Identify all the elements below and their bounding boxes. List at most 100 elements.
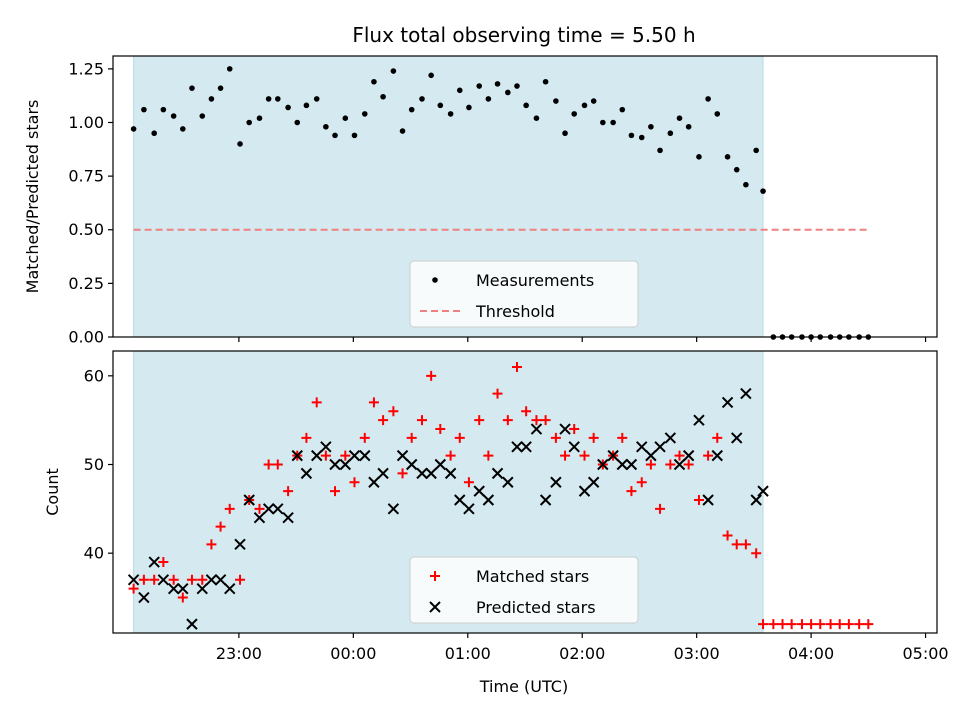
data-point bbox=[127, 574, 140, 586]
y-axis-label: Matched/Predicted stars bbox=[23, 100, 42, 294]
data-point bbox=[256, 115, 263, 122]
data-point bbox=[419, 96, 425, 102]
data-point bbox=[408, 106, 415, 113]
data-point bbox=[320, 450, 331, 461]
data-point bbox=[597, 458, 609, 471]
data-point bbox=[148, 556, 160, 568]
data-point bbox=[531, 415, 542, 426]
y-axis-label: Count bbox=[43, 468, 62, 516]
data-point bbox=[294, 119, 301, 126]
data-point bbox=[674, 450, 685, 461]
data-point bbox=[217, 85, 224, 91]
data-point bbox=[224, 582, 236, 595]
data-point bbox=[399, 128, 406, 134]
data-point bbox=[387, 503, 400, 515]
legend: Measurements Threshold bbox=[409, 260, 639, 328]
y-tick-label: 50 bbox=[84, 455, 104, 474]
data-point bbox=[215, 521, 226, 532]
data-point bbox=[186, 574, 197, 585]
data-point bbox=[167, 582, 180, 595]
data-point bbox=[349, 477, 360, 488]
data-point bbox=[177, 582, 189, 595]
data-point bbox=[138, 574, 149, 585]
data-point bbox=[696, 154, 702, 160]
data-point bbox=[151, 130, 157, 137]
data-point bbox=[426, 370, 437, 381]
data-point bbox=[667, 130, 674, 137]
data-point bbox=[863, 619, 874, 630]
data-point bbox=[703, 450, 714, 461]
data-point bbox=[323, 123, 329, 130]
data-point bbox=[521, 406, 532, 417]
data-point bbox=[673, 458, 686, 471]
data-point bbox=[265, 96, 272, 102]
data-point bbox=[283, 486, 294, 497]
data-point bbox=[138, 591, 150, 604]
data-point bbox=[796, 619, 807, 630]
data-point bbox=[224, 503, 235, 514]
axes-frame bbox=[112, 55, 938, 338]
data-point bbox=[625, 458, 638, 471]
x-tick-label: 23:00 bbox=[216, 644, 262, 663]
data-point bbox=[196, 582, 208, 595]
data-point bbox=[332, 132, 338, 139]
data-point bbox=[206, 539, 217, 550]
data-point bbox=[579, 450, 590, 461]
data-point bbox=[388, 406, 399, 417]
y-tick-label: 1.25 bbox=[68, 59, 104, 78]
data-point bbox=[390, 68, 397, 74]
data-point bbox=[377, 467, 389, 480]
data-point bbox=[553, 98, 559, 104]
data-point bbox=[607, 449, 619, 462]
data-point bbox=[685, 123, 692, 130]
data-point bbox=[482, 494, 495, 506]
data-point bbox=[655, 503, 666, 514]
data-point bbox=[342, 115, 349, 122]
x-tick-label: 00:00 bbox=[330, 644, 376, 663]
data-point bbox=[626, 486, 637, 497]
data-point bbox=[712, 432, 723, 443]
data-point bbox=[825, 619, 836, 630]
data-point bbox=[492, 388, 503, 399]
data-point bbox=[757, 485, 769, 497]
data-point bbox=[262, 503, 275, 515]
data-point bbox=[581, 102, 588, 109]
data-point bbox=[511, 361, 522, 372]
data-point bbox=[405, 458, 418, 471]
data-point bbox=[311, 397, 322, 408]
data-point bbox=[568, 441, 580, 453]
data-point bbox=[437, 102, 444, 109]
data-point bbox=[854, 619, 865, 630]
legend-box bbox=[409, 556, 639, 624]
data-point bbox=[330, 486, 341, 497]
data-point bbox=[587, 476, 600, 488]
data-point bbox=[416, 467, 428, 480]
data-point bbox=[578, 485, 591, 497]
data-point bbox=[128, 583, 139, 594]
data-point bbox=[731, 432, 743, 444]
data-point bbox=[743, 181, 749, 188]
y-tick-label: 60 bbox=[84, 366, 104, 385]
data-point bbox=[435, 424, 446, 435]
data-point bbox=[473, 485, 485, 497]
data-point bbox=[520, 441, 532, 453]
y-tick-label: 1.00 bbox=[68, 113, 104, 132]
data-point bbox=[505, 89, 511, 96]
data-point bbox=[693, 494, 704, 505]
data-point bbox=[235, 574, 246, 585]
data-point bbox=[571, 111, 578, 117]
data-point bbox=[533, 115, 540, 122]
data-point bbox=[562, 130, 568, 137]
data-point bbox=[447, 111, 454, 117]
chart-title: Flux total observing time = 5.50 h bbox=[352, 23, 695, 47]
data-point bbox=[711, 449, 723, 462]
data-point bbox=[616, 458, 628, 471]
data-point bbox=[361, 111, 368, 117]
data-point bbox=[160, 106, 167, 113]
data-point bbox=[550, 476, 562, 488]
series-matched-stars bbox=[128, 361, 874, 630]
data-point bbox=[141, 106, 147, 113]
data-point bbox=[523, 102, 529, 109]
data-point bbox=[600, 119, 606, 126]
y-tick-label: 0.25 bbox=[68, 274, 104, 293]
